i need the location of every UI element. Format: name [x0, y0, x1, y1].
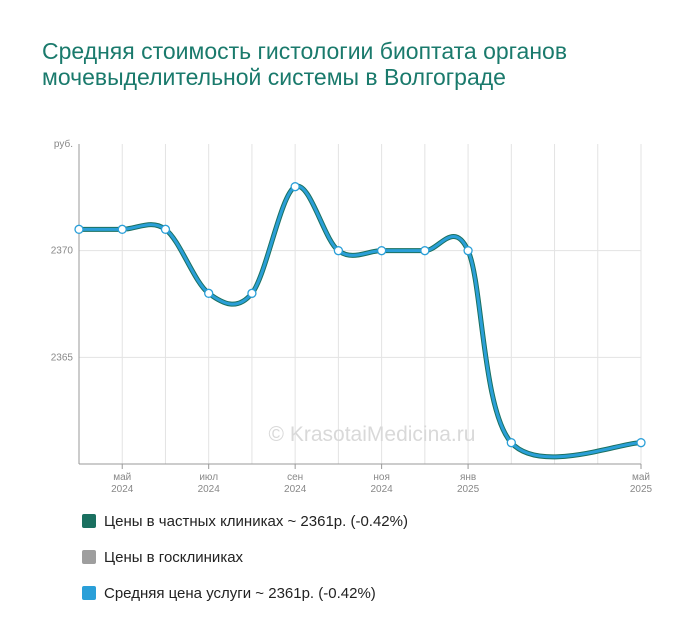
data-point	[160, 224, 171, 234]
x-tick-year: 2024	[370, 484, 393, 495]
legend-item-average[interactable]: Средняя цена услуги ~ 2361р. (-0.42%)	[82, 584, 408, 602]
x-tick-month: ноя	[373, 472, 390, 483]
data-point	[247, 288, 257, 298]
data-point	[506, 438, 516, 448]
data-point	[636, 438, 646, 448]
x-tick-month: июл	[199, 472, 218, 483]
y-tick-label: 2365	[51, 352, 74, 363]
data-point	[463, 246, 473, 256]
data-point	[333, 246, 344, 256]
legend-swatch-private	[82, 514, 96, 528]
data-point	[204, 288, 214, 298]
legend-label-average: Средняя цена услуги ~ 2361р. (-0.42%)	[104, 584, 376, 602]
legend-item-private[interactable]: Цены в частных клиниках ~ 2361р. (-0.42%…	[82, 512, 408, 530]
x-tick-year: 2024	[198, 484, 221, 495]
legend: Цены в частных клиниках ~ 2361р. (-0.42%…	[82, 512, 408, 620]
data-point	[117, 224, 127, 234]
x-tick-month: янв	[460, 472, 476, 483]
x-tick-year: 2024	[111, 484, 134, 495]
y-unit-label: руб.	[54, 138, 73, 150]
chart-title: Средняя стоимость гистологии биоптата ор…	[42, 38, 568, 90]
x-tick-year: 2025	[457, 484, 480, 495]
legend-item-public[interactable]: Цены в госклиниках	[82, 548, 408, 566]
legend-label-private: Цены в частных клиниках ~ 2361р. (-0.42%…	[104, 512, 408, 530]
data-point	[376, 246, 387, 256]
x-tick-month: май	[113, 472, 131, 483]
data-point	[74, 224, 84, 234]
legend-swatch-average	[82, 586, 96, 600]
x-tick-year: 2024	[284, 484, 307, 495]
data-point	[420, 246, 430, 256]
x-tick-month: май	[632, 472, 650, 483]
data-point	[290, 182, 300, 192]
x-tick-year: 2025	[630, 484, 653, 495]
y-tick-label: 2370	[51, 246, 74, 257]
watermark: © KrasotaiMedicina.ru	[269, 423, 476, 446]
legend-label-public: Цены в госклиниках	[104, 548, 244, 566]
legend-swatch-public	[82, 550, 96, 564]
x-tick-month: сен	[287, 472, 303, 483]
